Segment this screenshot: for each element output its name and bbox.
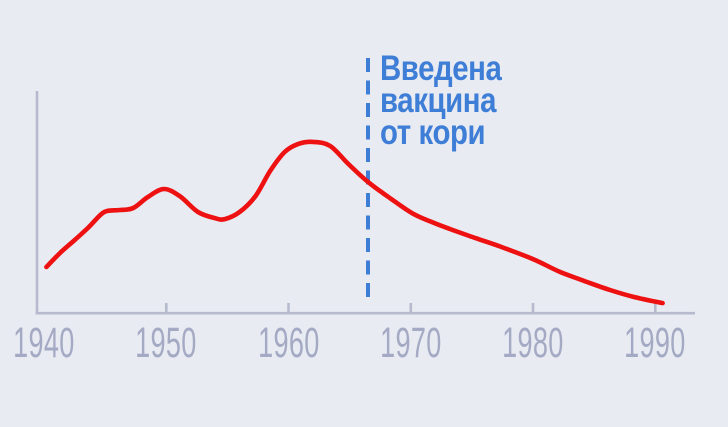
x-axis-label-text: 1990 xyxy=(624,319,687,367)
x-axis-label: 1950 xyxy=(106,322,226,365)
x-axis-label: 1940 xyxy=(0,322,104,365)
x-axis-label-text: 1940 xyxy=(13,319,75,367)
x-axis-label: 1990 xyxy=(595,322,715,365)
axes xyxy=(35,91,695,315)
x-axis-label-text: 1950 xyxy=(135,319,198,367)
vaccine-annotation: Введена вакцина от кори xyxy=(380,49,502,152)
measles-curve xyxy=(44,139,665,306)
x-axis-label-text: 1960 xyxy=(257,319,320,367)
x-axis-label-text: 1980 xyxy=(502,319,564,367)
annotation-line-3: от кори xyxy=(380,113,486,152)
x-axis-label-text: 1970 xyxy=(379,319,442,367)
annotation-line-2: вакцина xyxy=(380,81,497,120)
x-axis-label: 1980 xyxy=(473,322,593,365)
x-axis-ticks xyxy=(165,303,657,313)
x-axis-label: 1960 xyxy=(229,322,349,365)
annotation-line-1: Введена xyxy=(380,49,502,88)
x-axis-label: 1970 xyxy=(351,322,471,365)
